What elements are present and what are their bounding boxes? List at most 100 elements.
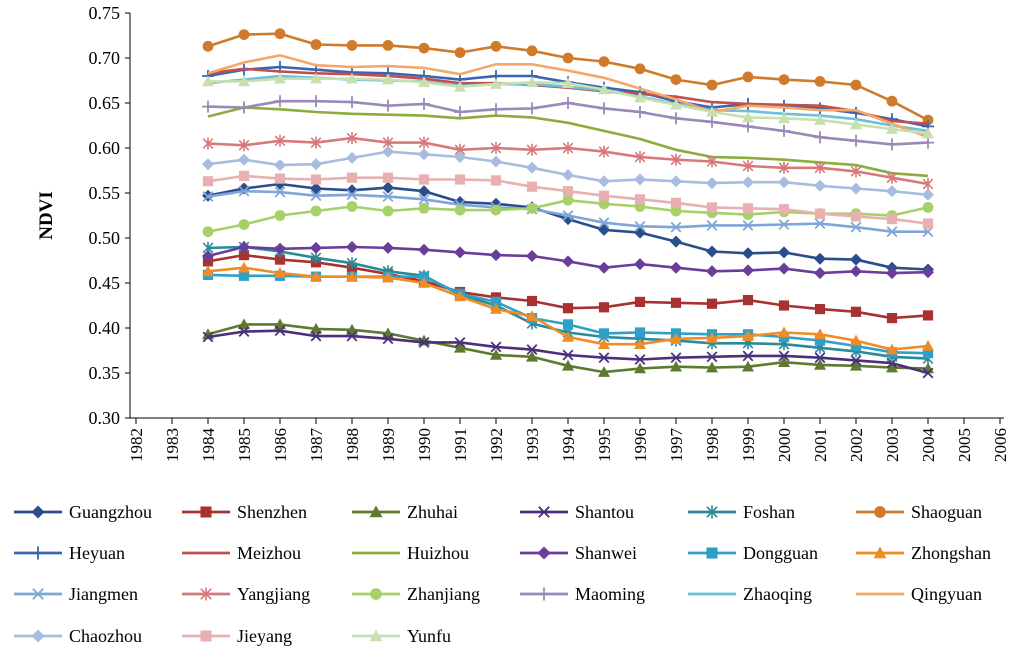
data-point-yunfu [670, 98, 682, 110]
data-point-guangzhou [850, 253, 862, 266]
data-point-shantou [742, 350, 754, 362]
data-point-jieyang [598, 190, 610, 201]
x-tick-label: 1987 [307, 428, 326, 463]
data-point-yunfu [850, 118, 862, 130]
data-point-jieyang [634, 194, 646, 205]
y-tick-label: 0.50 [89, 228, 121, 248]
data-point-zhongshan [778, 326, 790, 338]
legend-item-meizhou: Meizhou [182, 543, 301, 563]
data-point-maoming [490, 103, 502, 116]
data-point-shanwei [526, 250, 538, 262]
data-point-shanwei [238, 241, 250, 253]
series-huizhou [207, 106, 929, 178]
data-point-guangzhou [670, 235, 682, 248]
data-point-zhuhai [562, 359, 574, 371]
data-point-maoming [886, 138, 898, 151]
data-point-zhanjiang [922, 202, 934, 213]
data-point-shanwei [706, 265, 718, 278]
data-point-shantou [598, 352, 610, 364]
x-tick-label: 1992 [487, 428, 506, 462]
legend-item-qingyuan: Qingyuan [856, 584, 982, 604]
data-point-jieyang [850, 211, 862, 222]
legend-label: Zhaoqing [743, 584, 812, 604]
data-point-zhanjiang [454, 204, 466, 216]
data-point-dongguan [562, 319, 574, 330]
data-point-jiangmen [886, 226, 898, 238]
data-point-shaoguan [490, 40, 502, 52]
data-point-shantou [490, 341, 502, 353]
legend-item-maoming: Maoming [520, 584, 645, 604]
data-point-jieyang [886, 214, 898, 225]
data-point-zhanjiang [202, 226, 214, 238]
data-point-shanwei [382, 241, 394, 254]
data-point-maoming [778, 124, 790, 137]
data-point-zhongshan [310, 270, 322, 282]
data-point-dongguan [490, 296, 502, 307]
data-point-maoming [922, 136, 934, 149]
legend-item-yunfu: Yunfu [352, 626, 451, 646]
legend-swatch-marker [538, 506, 550, 518]
y-tick-label: 0.35 [89, 363, 121, 383]
data-point-shaoguan [526, 45, 538, 57]
legend-label: Yunfu [407, 626, 451, 646]
data-point-maoming [274, 95, 286, 108]
data-point-shantou [706, 351, 718, 363]
legend-swatch-marker [31, 505, 45, 519]
legend-label: Dongguan [743, 543, 818, 563]
data-point-jieyang [418, 174, 430, 185]
data-point-maoming [634, 106, 646, 118]
data-point-shenzhen [742, 295, 754, 306]
legend-label: Shantou [575, 502, 634, 522]
data-point-yangjiang [922, 178, 934, 190]
data-point-zhuhai [238, 318, 250, 330]
legend-swatch-marker [31, 629, 45, 643]
data-point-guangzhou [778, 246, 790, 259]
data-point-zhanjiang [346, 201, 358, 212]
data-point-zhongshan [526, 310, 538, 322]
data-point-jiangmen [418, 193, 430, 205]
data-point-shantou [346, 330, 358, 342]
legend-item-shaoguan: Shaoguan [856, 502, 982, 522]
data-point-chaozhou [886, 185, 898, 198]
data-point-shanwei [454, 246, 466, 259]
data-point-maoming [670, 112, 682, 125]
data-point-yunfu [274, 72, 286, 84]
data-point-guangzhou [346, 184, 358, 197]
data-point-zhanjiang [670, 205, 682, 217]
legend-item-shantou: Shantou [520, 502, 634, 522]
data-point-yunfu [922, 127, 934, 139]
data-point-zhuhai [310, 322, 322, 334]
data-point-jieyang [778, 204, 790, 215]
data-point-maoming [454, 106, 466, 118]
legend-label: Zhongshan [911, 543, 991, 563]
data-point-jieyang [922, 218, 934, 229]
data-point-maoming [706, 115, 718, 128]
data-point-shaoguan [562, 52, 574, 64]
data-point-jiangmen [706, 219, 718, 231]
data-point-shaoguan [418, 42, 430, 54]
legend-swatch-marker [369, 505, 383, 518]
data-point-shantou [382, 333, 394, 345]
data-point-shanwei [634, 258, 646, 271]
data-point-yunfu [562, 77, 574, 88]
data-point-jiangmen [310, 190, 322, 202]
data-point-shaoguan [886, 95, 898, 107]
data-point-yunfu [526, 76, 538, 88]
data-point-shenzhen [922, 310, 934, 321]
data-point-dongguan [418, 271, 430, 282]
data-point-jiangmen [850, 221, 862, 233]
data-point-shantou [526, 344, 538, 356]
series-shanwei [202, 241, 934, 280]
data-point-shantou [418, 336, 430, 348]
x-tick-label: 2005 [955, 428, 974, 462]
data-point-maoming [526, 102, 538, 115]
data-point-maoming [850, 134, 862, 147]
data-point-shaoguan [382, 40, 394, 51]
data-point-shanwei [670, 261, 682, 274]
data-point-shanwei [274, 242, 286, 255]
data-point-shanwei [346, 241, 358, 253]
legend-swatch-marker [31, 546, 45, 560]
data-point-shenzhen [670, 297, 682, 308]
data-point-zhongshan [742, 330, 754, 341]
data-point-maoming [382, 99, 394, 112]
